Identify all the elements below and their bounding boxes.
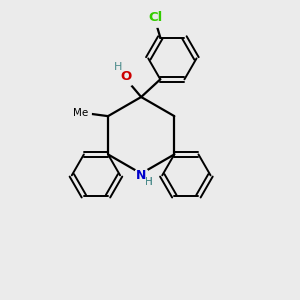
Text: H: H <box>145 177 152 187</box>
Text: Cl: Cl <box>149 11 163 24</box>
Text: Me: Me <box>73 108 88 118</box>
Text: O: O <box>121 70 132 83</box>
Text: H: H <box>145 177 152 187</box>
Text: N: N <box>136 169 146 182</box>
Text: H: H <box>113 62 122 72</box>
Text: N: N <box>136 169 146 182</box>
